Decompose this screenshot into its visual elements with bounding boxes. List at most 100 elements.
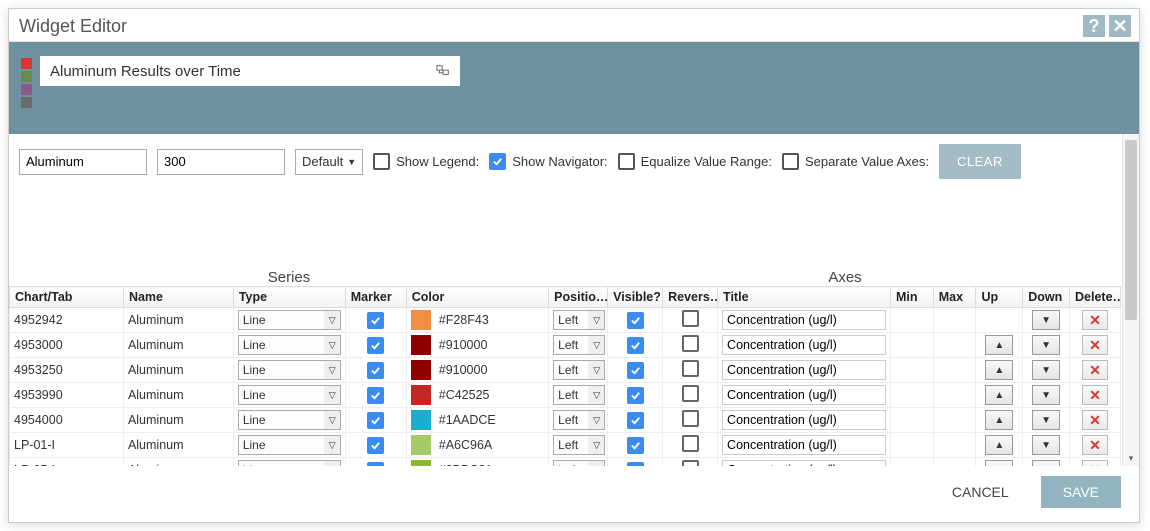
- move-down-button[interactable]: ▼: [1032, 335, 1060, 355]
- separate-axes-toggle[interactable]: Separate Value Axes:: [782, 153, 929, 170]
- cell-min[interactable]: [891, 458, 934, 467]
- visible-checkbox[interactable]: [627, 462, 644, 467]
- move-down-button[interactable]: ▼: [1032, 435, 1060, 455]
- position-select[interactable]: Left▽: [553, 360, 605, 380]
- vertical-scrollbar[interactable]: ▴ ▾: [1122, 134, 1139, 466]
- axis-title-input[interactable]: [722, 310, 886, 330]
- cancel-button[interactable]: CANCEL: [930, 476, 1031, 508]
- axis-title-input[interactable]: [722, 385, 886, 405]
- type-select[interactable]: Line▽: [238, 360, 341, 380]
- marker-checkbox[interactable]: [367, 437, 384, 454]
- color-swatch[interactable]: [411, 360, 431, 380]
- cell-max[interactable]: [933, 308, 976, 333]
- position-select[interactable]: Left▽: [553, 310, 605, 330]
- move-up-button[interactable]: ▲: [985, 385, 1013, 405]
- color-swatch[interactable]: [411, 460, 431, 466]
- col-type[interactable]: Type: [233, 287, 345, 308]
- marker-checkbox[interactable]: [367, 387, 384, 404]
- limit-input[interactable]: [157, 149, 285, 175]
- color-swatch[interactable]: [411, 335, 431, 355]
- type-select[interactable]: Line▽: [238, 385, 341, 405]
- delete-button[interactable]: ✕: [1082, 410, 1108, 430]
- move-down-button[interactable]: ▼: [1032, 360, 1060, 380]
- type-select[interactable]: Line▽: [238, 460, 341, 466]
- move-down-button[interactable]: ▼: [1032, 385, 1060, 405]
- col-visible[interactable]: Visible?…: [608, 287, 663, 308]
- cell-min[interactable]: [891, 333, 934, 358]
- equalize-toggle[interactable]: Equalize Value Range:: [618, 153, 772, 170]
- color-swatch[interactable]: [411, 385, 431, 405]
- show-legend-toggle[interactable]: Show Legend:: [373, 153, 479, 170]
- color-swatch[interactable]: [411, 410, 431, 430]
- col-reverse[interactable]: Revers…: [663, 287, 718, 308]
- cell-max[interactable]: [933, 383, 976, 408]
- marker-checkbox[interactable]: [367, 312, 384, 329]
- color-swatch[interactable]: [21, 97, 32, 108]
- position-select[interactable]: Left▽: [553, 385, 605, 405]
- axis-title-input[interactable]: [722, 410, 886, 430]
- position-select[interactable]: Left▽: [553, 460, 605, 466]
- type-select[interactable]: Line▽: [238, 310, 341, 330]
- col-marker[interactable]: Marker: [345, 287, 406, 308]
- move-up-button[interactable]: ▲: [985, 335, 1013, 355]
- marker-checkbox[interactable]: [367, 412, 384, 429]
- move-up-button[interactable]: ▲: [985, 460, 1013, 466]
- move-up-button[interactable]: ▲: [985, 410, 1013, 430]
- reverse-checkbox[interactable]: [682, 335, 699, 352]
- cell-max[interactable]: [933, 408, 976, 433]
- col-name[interactable]: Name: [123, 287, 233, 308]
- type-select[interactable]: Line▽: [238, 335, 341, 355]
- reverse-checkbox[interactable]: [682, 410, 699, 427]
- visible-checkbox[interactable]: [627, 437, 644, 454]
- cell-min[interactable]: [891, 408, 934, 433]
- clear-button[interactable]: CLEAR: [939, 144, 1021, 179]
- position-select[interactable]: Left▽: [553, 335, 605, 355]
- color-swatch[interactable]: [411, 435, 431, 455]
- close-icon[interactable]: ✕: [1109, 15, 1131, 37]
- move-up-button[interactable]: ▲: [985, 435, 1013, 455]
- col-delete[interactable]: Delete…: [1070, 287, 1121, 308]
- position-select[interactable]: Left▽: [553, 435, 605, 455]
- visible-checkbox[interactable]: [627, 412, 644, 429]
- cell-min[interactable]: [891, 308, 934, 333]
- marker-checkbox[interactable]: [367, 462, 384, 467]
- delete-button[interactable]: ✕: [1082, 335, 1108, 355]
- delete-button[interactable]: ✕: [1082, 310, 1108, 330]
- col-position[interactable]: Positio…: [549, 287, 608, 308]
- axis-title-input[interactable]: [722, 360, 886, 380]
- move-down-button[interactable]: ▼: [1032, 310, 1060, 330]
- cell-min[interactable]: [891, 358, 934, 383]
- marker-checkbox[interactable]: [367, 362, 384, 379]
- axis-title-input[interactable]: [722, 335, 886, 355]
- cell-min[interactable]: [891, 383, 934, 408]
- delete-button[interactable]: ✕: [1082, 460, 1108, 466]
- delete-button[interactable]: ✕: [1082, 385, 1108, 405]
- cell-max[interactable]: [933, 433, 976, 458]
- delete-button[interactable]: ✕: [1082, 360, 1108, 380]
- col-max[interactable]: Max: [933, 287, 976, 308]
- cell-max[interactable]: [933, 358, 976, 383]
- type-select[interactable]: Line▽: [238, 435, 341, 455]
- reverse-checkbox[interactable]: [682, 460, 699, 466]
- cell-min[interactable]: [891, 433, 934, 458]
- cell-max[interactable]: [933, 458, 976, 467]
- reverse-checkbox[interactable]: [682, 385, 699, 402]
- col-min[interactable]: Min: [891, 287, 934, 308]
- visible-checkbox[interactable]: [627, 337, 644, 354]
- col-down[interactable]: Down: [1023, 287, 1070, 308]
- style-select[interactable]: Default ▼: [295, 149, 363, 175]
- reverse-checkbox[interactable]: [682, 435, 699, 452]
- visible-checkbox[interactable]: [627, 362, 644, 379]
- color-swatch[interactable]: [21, 71, 32, 82]
- cell-max[interactable]: [933, 333, 976, 358]
- parameter-input[interactable]: [19, 149, 147, 175]
- widget-title-input[interactable]: Aluminum Results over Time: [40, 56, 460, 86]
- color-swatch[interactable]: [411, 310, 431, 330]
- save-button[interactable]: SAVE: [1041, 476, 1121, 508]
- axis-title-input[interactable]: [722, 435, 886, 455]
- col-title[interactable]: Title: [718, 287, 891, 308]
- move-down-button[interactable]: ▼: [1032, 460, 1060, 466]
- show-navigator-toggle[interactable]: Show Navigator:: [489, 153, 607, 170]
- axis-title-input[interactable]: [722, 460, 886, 466]
- reverse-checkbox[interactable]: [682, 310, 699, 327]
